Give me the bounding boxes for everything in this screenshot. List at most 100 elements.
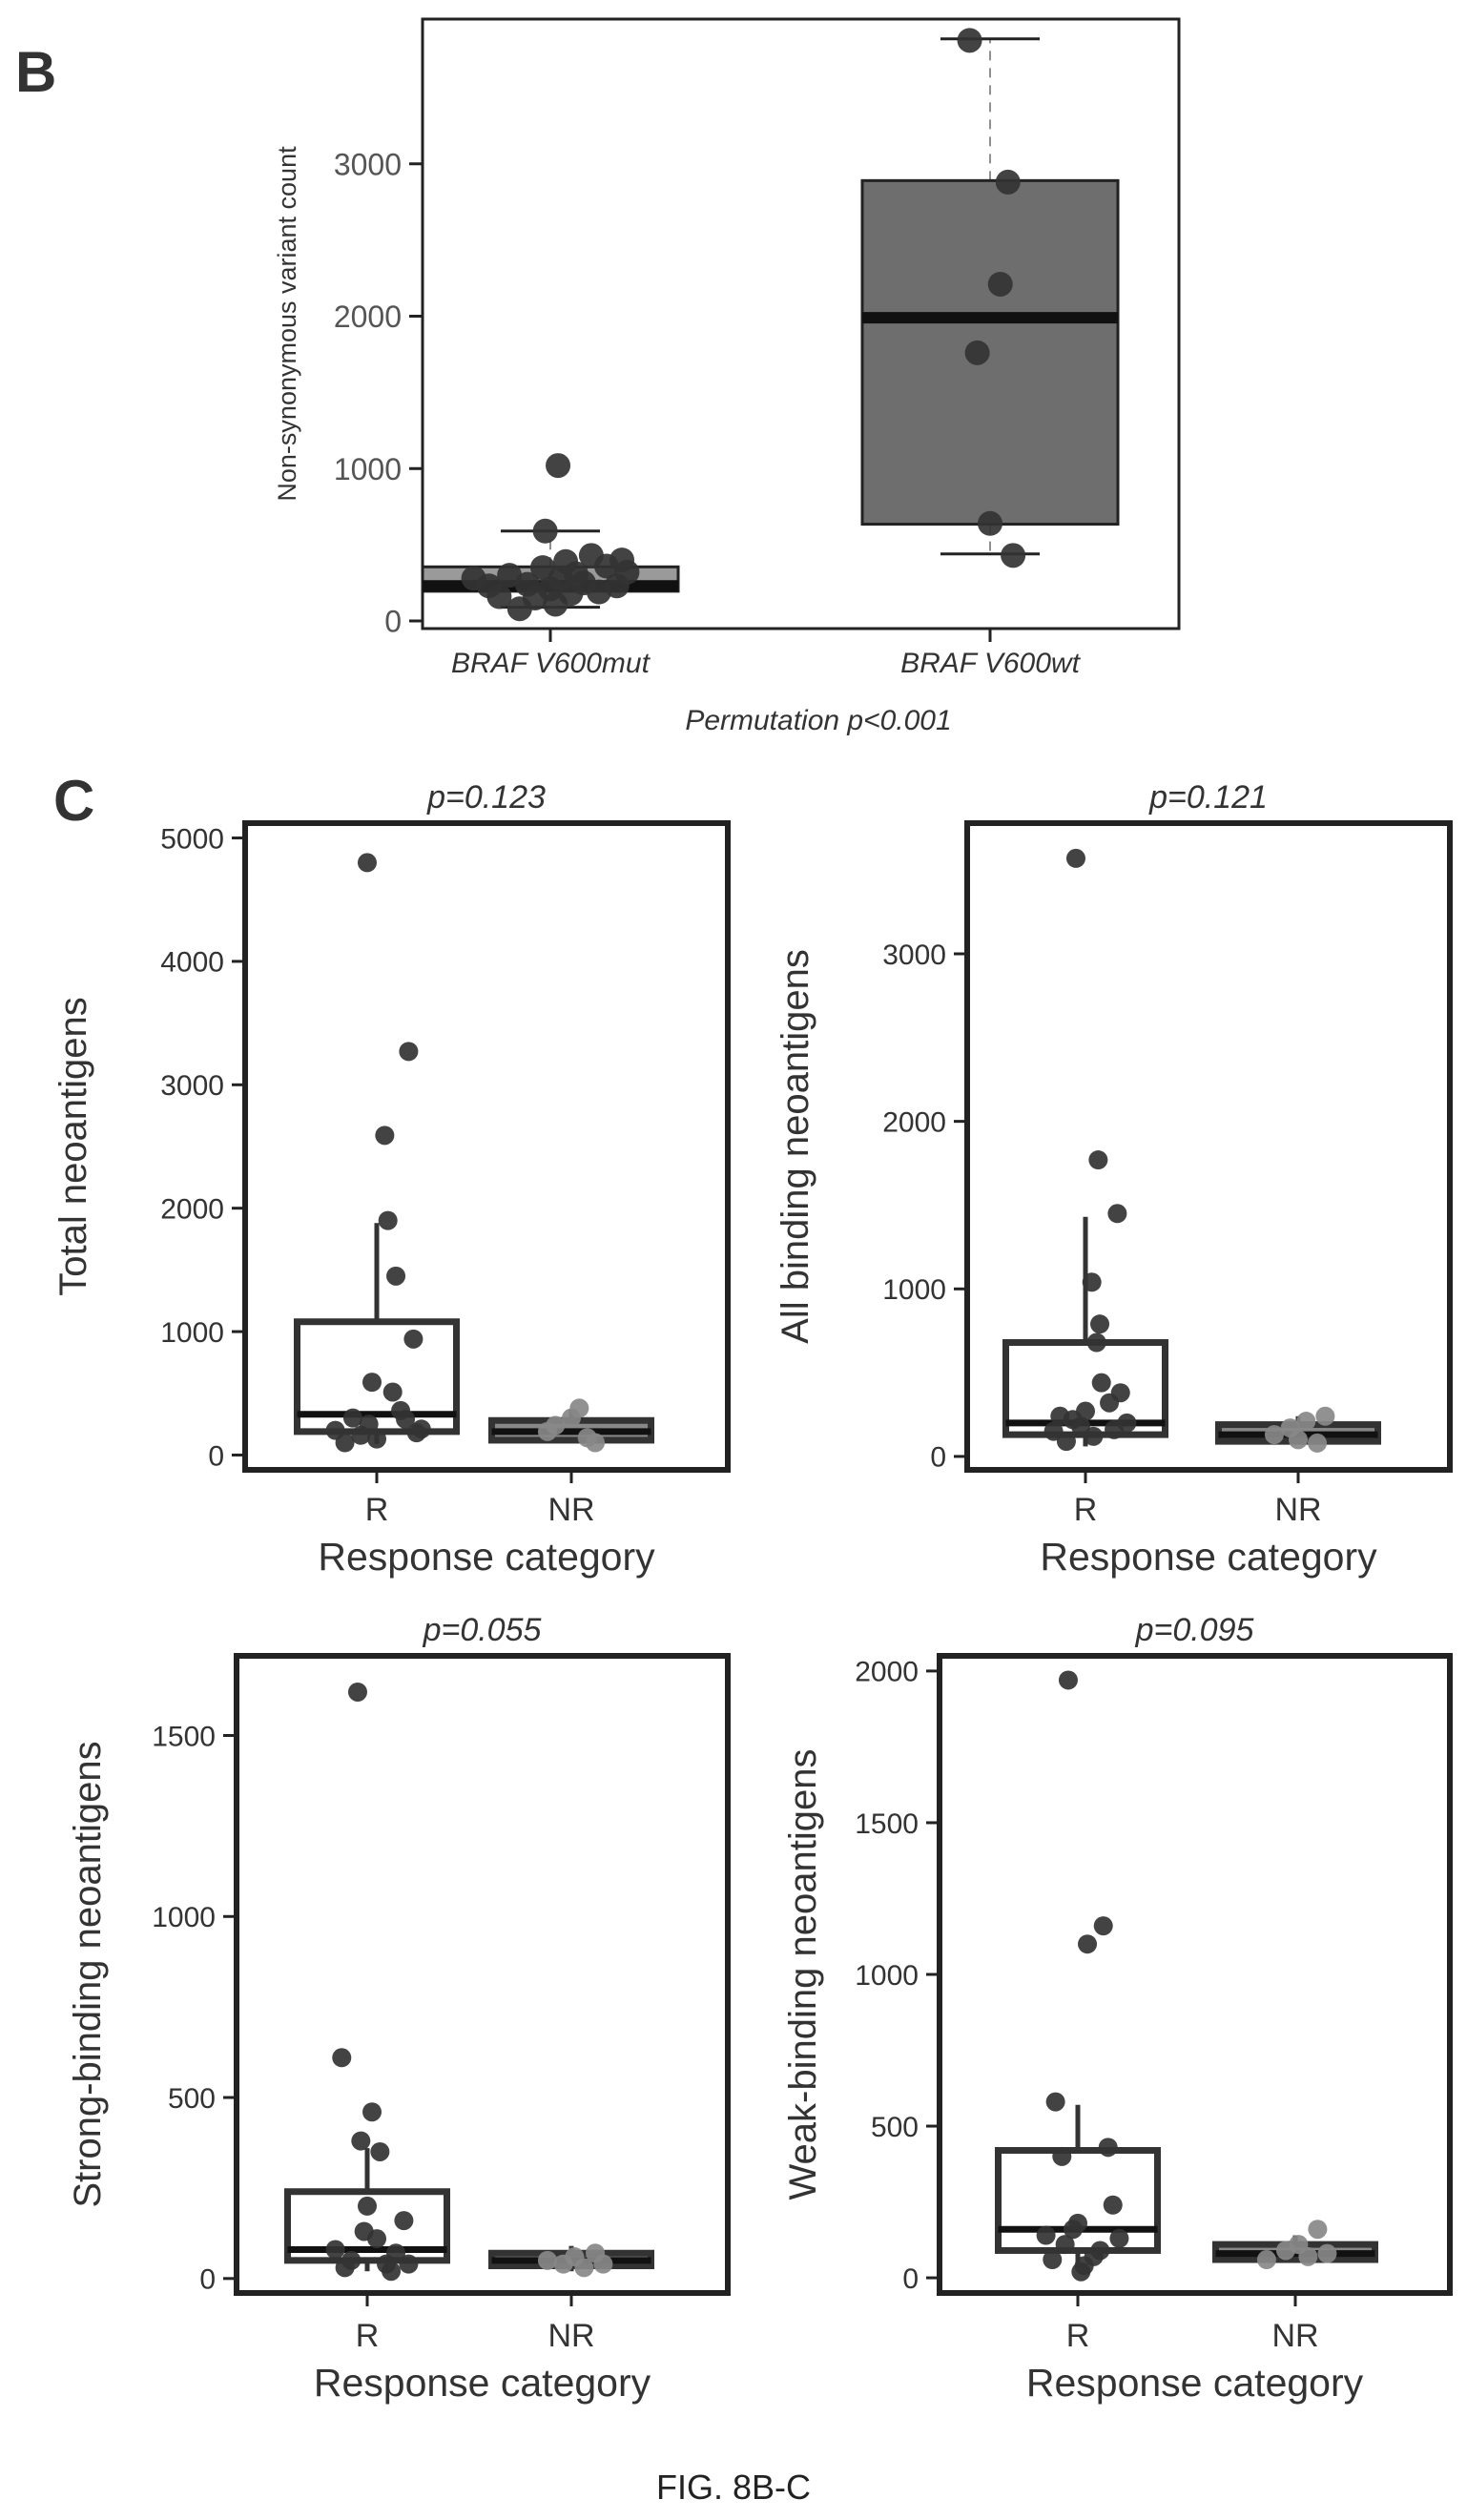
y-tick-label: 0 [199, 2264, 216, 2296]
data-point [382, 1382, 403, 1402]
y-tick-label: 1000 [882, 1274, 946, 1306]
data-point [1088, 1150, 1108, 1170]
x-category-label: R [1066, 2318, 1090, 2354]
data-point [367, 1429, 386, 1449]
data-point [1090, 2241, 1110, 2261]
data-point [342, 1408, 362, 1428]
y-tick-label: 1000 [855, 1960, 919, 1992]
data-point [1078, 1934, 1098, 1954]
y-tick-label: 1000 [160, 1317, 224, 1349]
y-tick-label: 1500 [855, 1808, 919, 1840]
x-category-label: BRAF V600wt [900, 648, 1082, 679]
data-point [1298, 2246, 1318, 2266]
data-point [386, 1266, 406, 1286]
data-point [1315, 1406, 1335, 1426]
data-point [1100, 1393, 1120, 1413]
x-category-label: R [1074, 1492, 1098, 1528]
chart-title: p=0.121 [1148, 779, 1268, 816]
y-tick-label: 3000 [882, 940, 946, 971]
chart-c2: 0 1000 2000 3000 R NR p=0.121 Response category… [775, 779, 1453, 1579]
data-point [403, 1329, 424, 1349]
chart-c4: 0 500 1000 1500 2000 R NR p=0.095 Response categ… [782, 1612, 1453, 2405]
data-point [978, 510, 1002, 536]
data-point [1256, 2250, 1276, 2270]
data-point [964, 340, 990, 365]
data-point [1045, 2092, 1065, 2112]
plot-frame [964, 820, 1453, 1473]
x-axis-label: Permutation p<0.001 [685, 705, 951, 736]
data-point [391, 1400, 411, 1420]
data-point [569, 1398, 589, 1418]
y-axis-label: Strong-binding neoantigens [67, 1741, 109, 2207]
y-tick-label: 2000 [160, 1193, 224, 1225]
data-point [370, 2141, 390, 2161]
x-category-label: R [365, 1492, 389, 1528]
data-point [614, 559, 640, 585]
data-point [537, 1421, 557, 1441]
data-point [362, 1373, 382, 1393]
y-tick-label: 3000 [160, 1070, 224, 1102]
y-axis-label: Non-synonymous variant count [273, 146, 301, 502]
y-tick-label: 0 [384, 605, 402, 639]
x-category-label: NR [548, 1492, 594, 1528]
data-point [359, 1415, 379, 1435]
data-point [1264, 1425, 1284, 1445]
y-tick-label: 4000 [160, 947, 224, 979]
data-point [354, 2221, 374, 2241]
data-point [335, 2258, 355, 2278]
data-point [1036, 2225, 1056, 2245]
x-axis-label: Response category [1040, 1535, 1377, 1579]
chart-c3: 0 500 1000 1500 R NR p=0.055 Response category S… [67, 1612, 731, 2405]
data-point [1308, 2220, 1328, 2240]
data-point [1093, 1916, 1113, 1936]
data-point [593, 2254, 613, 2274]
panel-b-letter: B [15, 40, 56, 104]
y-tick-label: 2000 [882, 1106, 946, 1138]
y-tick-label: 500 [871, 2112, 919, 2143]
chart-title: p=0.095 [1135, 1612, 1254, 1648]
y-tick-label: 1000 [152, 1902, 216, 1933]
data-point [399, 2254, 419, 2274]
data-point [1086, 1332, 1106, 1353]
data-point [957, 28, 982, 53]
plot-frame [421, 17, 1181, 630]
data-point [399, 1042, 419, 1062]
data-point [325, 2240, 345, 2260]
data-point [386, 2243, 406, 2263]
data-point [486, 584, 512, 609]
data-point [1105, 1419, 1125, 1439]
data-point [1043, 1421, 1064, 1441]
data-point [1058, 1670, 1078, 1690]
data-point [995, 169, 1021, 195]
data-point [1317, 2243, 1337, 2263]
y-tick-label: 5000 [160, 823, 224, 855]
y-tick-label: 500 [168, 2083, 216, 2115]
data-point [411, 1419, 431, 1439]
data-point [532, 518, 558, 544]
x-axis-label: Response category [1026, 2361, 1364, 2405]
data-point [529, 555, 555, 581]
data-point [375, 1126, 395, 1146]
y-tick-label: 3000 [334, 147, 402, 181]
data-point [332, 2048, 352, 2068]
data-point [546, 453, 571, 479]
y-tick-label: 1500 [152, 1721, 216, 1752]
y-tick-label: 0 [902, 2263, 919, 2295]
y-tick-label: 1000 [334, 452, 402, 486]
panel-c-letter: C [53, 769, 94, 833]
plot-frame [234, 1653, 731, 2296]
data-point [362, 2102, 382, 2122]
data-point [1308, 1433, 1328, 1453]
data-point [1001, 543, 1026, 568]
data-point [1052, 2146, 1072, 2166]
data-point [1107, 1204, 1127, 1224]
data-point [574, 2258, 594, 2278]
data-point [347, 1682, 367, 1702]
figure-caption: FIG. 8B-C [656, 2468, 811, 2507]
y-axis-label: Weak-binding neoantigens [782, 1749, 824, 2200]
y-tick-label: 0 [208, 1440, 224, 1472]
chart-title: p=0.123 [426, 779, 546, 816]
x-axis-label: Response category [314, 2361, 651, 2405]
data-point [1050, 1406, 1070, 1426]
